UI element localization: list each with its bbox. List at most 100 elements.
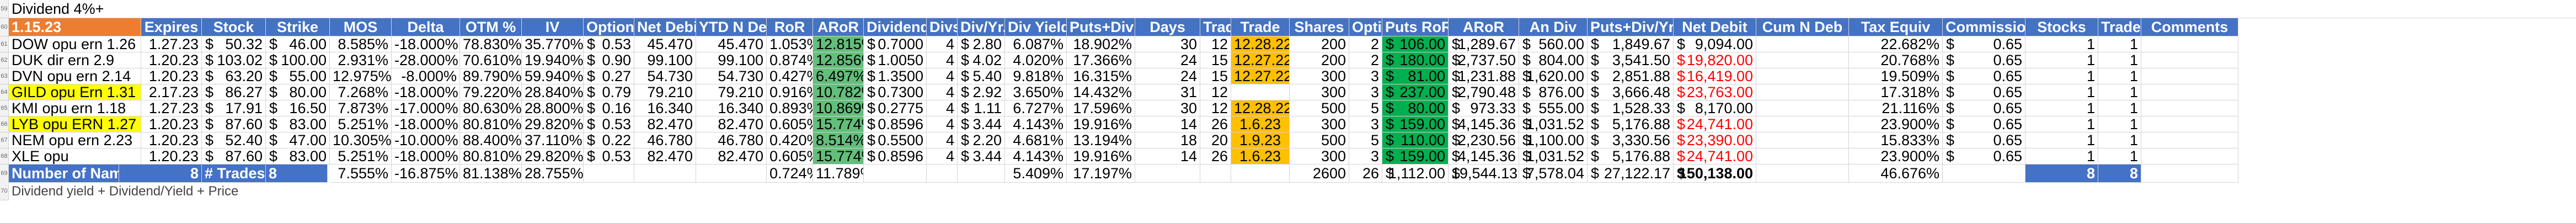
cell-iv[interactable]: 19.940% xyxy=(522,52,584,68)
cell-stock[interactable]: $103.02 xyxy=(202,52,266,68)
cell-mos[interactable]: 12.975% xyxy=(330,68,392,84)
cell-trades[interactable]: 26 xyxy=(1200,148,1231,164)
cell-trade[interactable]: 12.28.22 xyxy=(1231,36,1290,52)
cell-opt2[interactable]: 3 xyxy=(1349,116,1382,132)
cell-aror2[interactable]: $2,790.48 xyxy=(1449,84,1519,100)
cell-shares[interactable]: 300 xyxy=(1290,84,1349,100)
cell-aror[interactable]: 15.774% xyxy=(813,148,864,164)
cell-strike[interactable]: $16.50 xyxy=(266,100,330,116)
cell-days[interactable]: 14 xyxy=(1135,116,1200,132)
cell-option[interactable]: $0.79 xyxy=(584,84,634,100)
cell-mos[interactable]: 5.251% xyxy=(330,116,392,132)
cell-taxeq[interactable]: 23.900% xyxy=(1849,148,1943,164)
cell-option[interactable]: $0.27 xyxy=(584,68,634,84)
cell-trades[interactable]: 26 xyxy=(1200,116,1231,132)
cell-cumndeb[interactable] xyxy=(1756,132,1849,148)
cell-option[interactable]: $0.53 xyxy=(584,36,634,52)
cell-otm[interactable]: 78.830% xyxy=(460,36,522,52)
column-header-option[interactable]: Option xyxy=(584,18,634,36)
cell-comm[interactable]: $0.65 xyxy=(1943,68,2025,84)
cell-delta[interactable]: -18.000% xyxy=(392,84,460,100)
cell-trades[interactable]: 15 xyxy=(1200,68,1231,84)
cell-name[interactable]: XLE opu xyxy=(9,148,141,164)
empty-cell[interactable] xyxy=(1231,164,1290,183)
column-header-net_debit[interactable]: Net Debit xyxy=(634,18,696,36)
cell-opt2[interactable]: 3 xyxy=(1349,148,1382,164)
cell-taxeq[interactable]: 22.682% xyxy=(1849,36,1943,52)
column-header-shares[interactable]: Shares xyxy=(1290,18,1349,36)
cell-aror2[interactable]: $973.33 xyxy=(1449,100,1519,116)
cell-opt2[interactable]: 5 xyxy=(1349,100,1382,116)
cell-taxeq[interactable]: 19.509% xyxy=(1849,68,1943,84)
cell-comments[interactable] xyxy=(2141,84,2238,100)
cell-cumndeb[interactable] xyxy=(1756,68,1849,84)
row-number[interactable]: 62 xyxy=(0,52,9,68)
cell-strike[interactable]: $55.00 xyxy=(266,68,330,84)
cell-stocks[interactable]: 1 xyxy=(2025,36,2098,52)
cell-aror[interactable]: 6.497% xyxy=(813,68,864,84)
column-header-trades[interactable]: Trades xyxy=(1200,18,1231,36)
cell-cumndeb[interactable] xyxy=(1756,36,1849,52)
empty-cell[interactable] xyxy=(1756,164,1849,183)
cell-strike[interactable]: $47.00 xyxy=(266,132,330,148)
cell-divs[interactable]: 4 xyxy=(927,68,958,84)
cell-taxeq[interactable]: 46.676% xyxy=(1849,164,1943,183)
column-header-stocks[interactable]: Stocks xyxy=(2025,18,2098,36)
cell-andiv[interactable]: $7,578.04 xyxy=(1519,164,1588,183)
cell-net_debit[interactable]: 82.470 xyxy=(634,116,696,132)
cell-ytd[interactable]: 79.210 xyxy=(696,84,767,100)
cell-divyr[interactable]: $2.92 xyxy=(958,84,1005,100)
cell-otm[interactable]: 80.810% xyxy=(460,148,522,164)
column-header-comments[interactable]: Comments xyxy=(2141,18,2238,36)
cell-netdebit2[interactable]: $8,170.00 xyxy=(1674,100,1756,116)
cell-taxeq[interactable]: 23.900% xyxy=(1849,116,1943,132)
cell-otm[interactable]: 70.610% xyxy=(460,52,522,68)
cell-aror[interactable]: 12.856% xyxy=(813,52,864,68)
cell-net_debit[interactable]: 45.470 xyxy=(634,36,696,52)
cell-name[interactable]: LYB opu ERN 1.27 xyxy=(9,116,141,132)
cell-delta[interactable]: -18.000% xyxy=(392,148,460,164)
cell-delta[interactable]: -17.000% xyxy=(392,100,460,116)
column-header-aror2[interactable]: ARoR xyxy=(1449,18,1519,36)
cell-iv[interactable]: 35.770% xyxy=(522,36,584,52)
cell-net_debit[interactable]: 79.210 xyxy=(634,84,696,100)
cell-stocks[interactable]: 1 xyxy=(2025,116,2098,132)
cell-putsdiv[interactable]: 18.902% xyxy=(1067,36,1135,52)
cell-delta[interactable]: -18.000% xyxy=(392,116,460,132)
cell-trades[interactable]: 12 xyxy=(1200,100,1231,116)
cell-ytd[interactable]: 82.470 xyxy=(696,148,767,164)
column-header-putsror[interactable]: Puts RoR xyxy=(1382,18,1449,36)
cell-putsdiv[interactable]: 17.197% xyxy=(1067,164,1135,183)
cell-putsdivyr[interactable]: $2,851.88 xyxy=(1588,68,1674,84)
cell-trade[interactable]: 12.27.22 xyxy=(1231,52,1290,68)
cell-putsdiv[interactable]: 16.315% xyxy=(1067,68,1135,84)
cell-trades[interactable]: 12 xyxy=(1200,84,1231,100)
cell-stocks[interactable]: 1 xyxy=(2025,148,2098,164)
cell-andiv[interactable]: $804.00 xyxy=(1519,52,1588,68)
column-header-cumndeb[interactable]: Cum N Deb xyxy=(1756,18,1849,36)
cell-shares[interactable]: 500 xyxy=(1290,132,1349,148)
cell-putsror[interactable]: $1,112.00 xyxy=(1382,164,1449,183)
cell-ror[interactable]: 0.724% xyxy=(767,164,813,183)
cell-ror[interactable]: 0.427% xyxy=(767,68,813,84)
cell-dividend[interactable]: $0.5500 xyxy=(864,132,927,148)
column-header-ror[interactable]: RoR xyxy=(767,18,813,36)
cell-trades2[interactable]: 1 xyxy=(2098,84,2141,100)
cell-mos[interactable]: 8.585% xyxy=(330,36,392,52)
cell-strike[interactable]: $83.00 xyxy=(266,116,330,132)
cell-net_debit[interactable]: 82.470 xyxy=(634,148,696,164)
column-header-trades2[interactable]: Trades xyxy=(2098,18,2141,36)
empty-cell[interactable] xyxy=(584,164,634,183)
cell-putsdivyr[interactable]: $1,528.33 xyxy=(1588,100,1674,116)
cell-stock[interactable]: $17.91 xyxy=(202,100,266,116)
cell-putsror[interactable]: $159.00 xyxy=(1382,148,1449,164)
cell-trades2[interactable]: 1 xyxy=(2098,132,2141,148)
cell-dividend[interactable]: $0.2775 xyxy=(864,100,927,116)
cell-expires[interactable]: 1.27.23 xyxy=(141,36,202,52)
cell-divs[interactable]: 4 xyxy=(927,52,958,68)
cell-putsdiv[interactable]: 17.366% xyxy=(1067,52,1135,68)
cell-iv[interactable]: 28.800% xyxy=(522,100,584,116)
cut-row-text[interactable]: Dividend yield + Dividend/Yield + Price xyxy=(12,184,239,199)
cell-expires[interactable]: 1.20.23 xyxy=(141,148,202,164)
cell-expires[interactable]: 1.20.23 xyxy=(141,68,202,84)
